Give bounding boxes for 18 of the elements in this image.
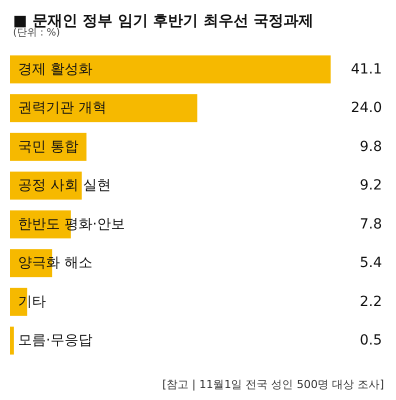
y-tick-label: 권력기관 개혁 [18,100,106,116]
data-label: 0.5 [360,332,382,349]
data-label: 5.4 [360,255,382,272]
y-tick-label: 모름·무응답 [18,332,92,349]
bar [10,94,198,122]
data-label: 41.1 [350,61,382,78]
data-label: 7.8 [360,216,382,232]
chart-subtitle: (단위 : %) [13,28,60,38]
bar [10,55,331,84]
data-label: 24.0 [350,100,382,116]
data-label: 2.2 [360,294,382,310]
bar [10,326,14,355]
data-label: 9.8 [360,138,382,155]
y-tick-label: 경제 활성화 [18,61,92,78]
data-label: 9.2 [360,178,382,194]
text: [참고 | 11월1일 전국 성인 500명 대상 조사] [162,378,384,391]
y-tick-label: 국민 통합 [18,138,78,155]
y-tick-label: 공정 사회 실현 [18,178,111,194]
